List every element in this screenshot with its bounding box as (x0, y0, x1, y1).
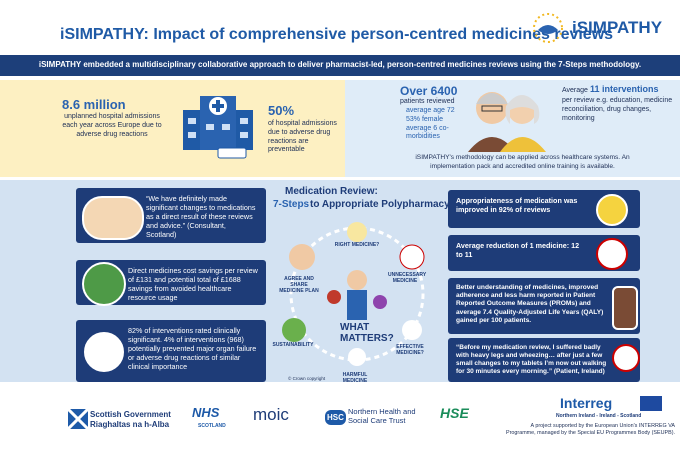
shape (212, 104, 224, 108)
shape (217, 147, 247, 159)
reach-label: patients reviewed (400, 98, 455, 105)
reach-bullet: average age 72 (406, 107, 455, 114)
shape (402, 320, 422, 340)
hse: HSE (440, 405, 469, 421)
shape (68, 409, 88, 429)
shape (476, 93, 508, 104)
footer: Scottish Government Riaghaltas na h-Alba… (0, 385, 680, 449)
eu-flag (640, 396, 662, 411)
shape (373, 295, 387, 309)
banner-text: iSIMPATHY embedded a multidisciplinary c… (38, 60, 642, 69)
hsc: HSC (325, 410, 346, 425)
people-icon (82, 196, 144, 240)
shape (206, 124, 214, 130)
shape (347, 270, 367, 290)
diagram-subtitle: to Appropriate Polypharmacy (310, 199, 450, 210)
shape (538, 25, 558, 34)
page-title: iSIMPATHY: Impact of comprehensive perso… (60, 26, 614, 43)
shape (240, 118, 248, 124)
reach-panel (345, 80, 680, 177)
reach-bullet: 53% female (406, 116, 443, 123)
scot-gov: Scottish Government (90, 410, 171, 419)
checklist-icon (596, 238, 628, 270)
cycle (282, 222, 425, 366)
shape (500, 137, 546, 152)
right-card: Better understanding of medicines, impro… (448, 278, 640, 334)
step-label: UNNECESSARY MEDICINE (388, 272, 427, 284)
hsc-trust: Northern Health and Social Care Trust (348, 407, 416, 425)
diagram-steps-label: 7-Steps (273, 199, 310, 210)
burden-figure: 8.6 million (62, 97, 126, 112)
logo-icon (533, 13, 563, 43)
step-label: EFFECTIVE MEDICINE? (396, 344, 424, 356)
burden-text: unplanned hospital admissions each year … (62, 113, 162, 138)
ambulance-icon (82, 330, 126, 374)
step-label: SUSTAINABILITY (272, 342, 314, 348)
programme: Interreg (560, 395, 613, 411)
shape (327, 290, 341, 304)
copyright: © Crown copyright (288, 376, 326, 381)
reach-bullet: average 6 co-morbidities (406, 125, 449, 141)
nhs-region: SCOTLAND (198, 423, 226, 429)
header: iSIMPATHY: Impact of comprehensive perso… (0, 0, 680, 50)
left-card: Direct medicines cost savings per review… (76, 260, 266, 305)
diagram-title: Medication Review: (285, 186, 378, 197)
logo-text: iSIMPATHY (572, 18, 663, 37)
interventions-figure: 11 interventions (590, 84, 659, 94)
hospital-icon (183, 96, 253, 159)
shape (289, 244, 315, 270)
interventions-text: per review e.g. education, medicine reco… (562, 97, 673, 122)
burden-text: of hospital admissions due to adverse dr… (268, 120, 337, 154)
nhs: NHS (192, 405, 220, 420)
shape (348, 348, 366, 366)
patients-icon (468, 92, 546, 152)
region: Northern Ireland - Ireland - Scotland (556, 413, 642, 419)
banner (0, 55, 680, 76)
shape (188, 118, 248, 138)
shape (188, 118, 196, 124)
shape (533, 13, 563, 43)
shape (505, 95, 540, 124)
globe-icon (82, 262, 126, 306)
shape (347, 290, 367, 320)
right-card: “Before my medication review, I suffered… (448, 338, 640, 382)
step-label: AGREE AND SHARE MEDICINE PLAN (279, 276, 319, 294)
stethoscope-icon (612, 344, 640, 372)
shape (347, 222, 367, 242)
interventions-lead: Average (562, 87, 588, 94)
shape (399, 244, 425, 270)
bulb-icon (596, 194, 628, 226)
burden-figure: 50% (268, 103, 295, 118)
shape (481, 105, 503, 112)
funding: A project supported by the European Unio… (506, 423, 675, 436)
reach-note: iSIMPATHY's methodology can be applied a… (415, 154, 630, 170)
shape (188, 132, 196, 138)
moic: moic (253, 405, 289, 424)
burden-panel (0, 80, 345, 177)
scot-gov-gaelic: Riaghaltas na h-Alba (90, 420, 170, 429)
step-label: RIGHT MEDICINE? (334, 242, 380, 248)
walker-icon (612, 286, 638, 330)
saltire (68, 409, 88, 429)
shape (222, 124, 230, 130)
centre-label: WHAT MATTERS? (340, 322, 394, 344)
shape (282, 318, 306, 342)
step-label: HARMFUL MEDICINE (342, 372, 368, 384)
shape (240, 132, 248, 138)
reach-figure: Over 6400 (400, 84, 458, 98)
